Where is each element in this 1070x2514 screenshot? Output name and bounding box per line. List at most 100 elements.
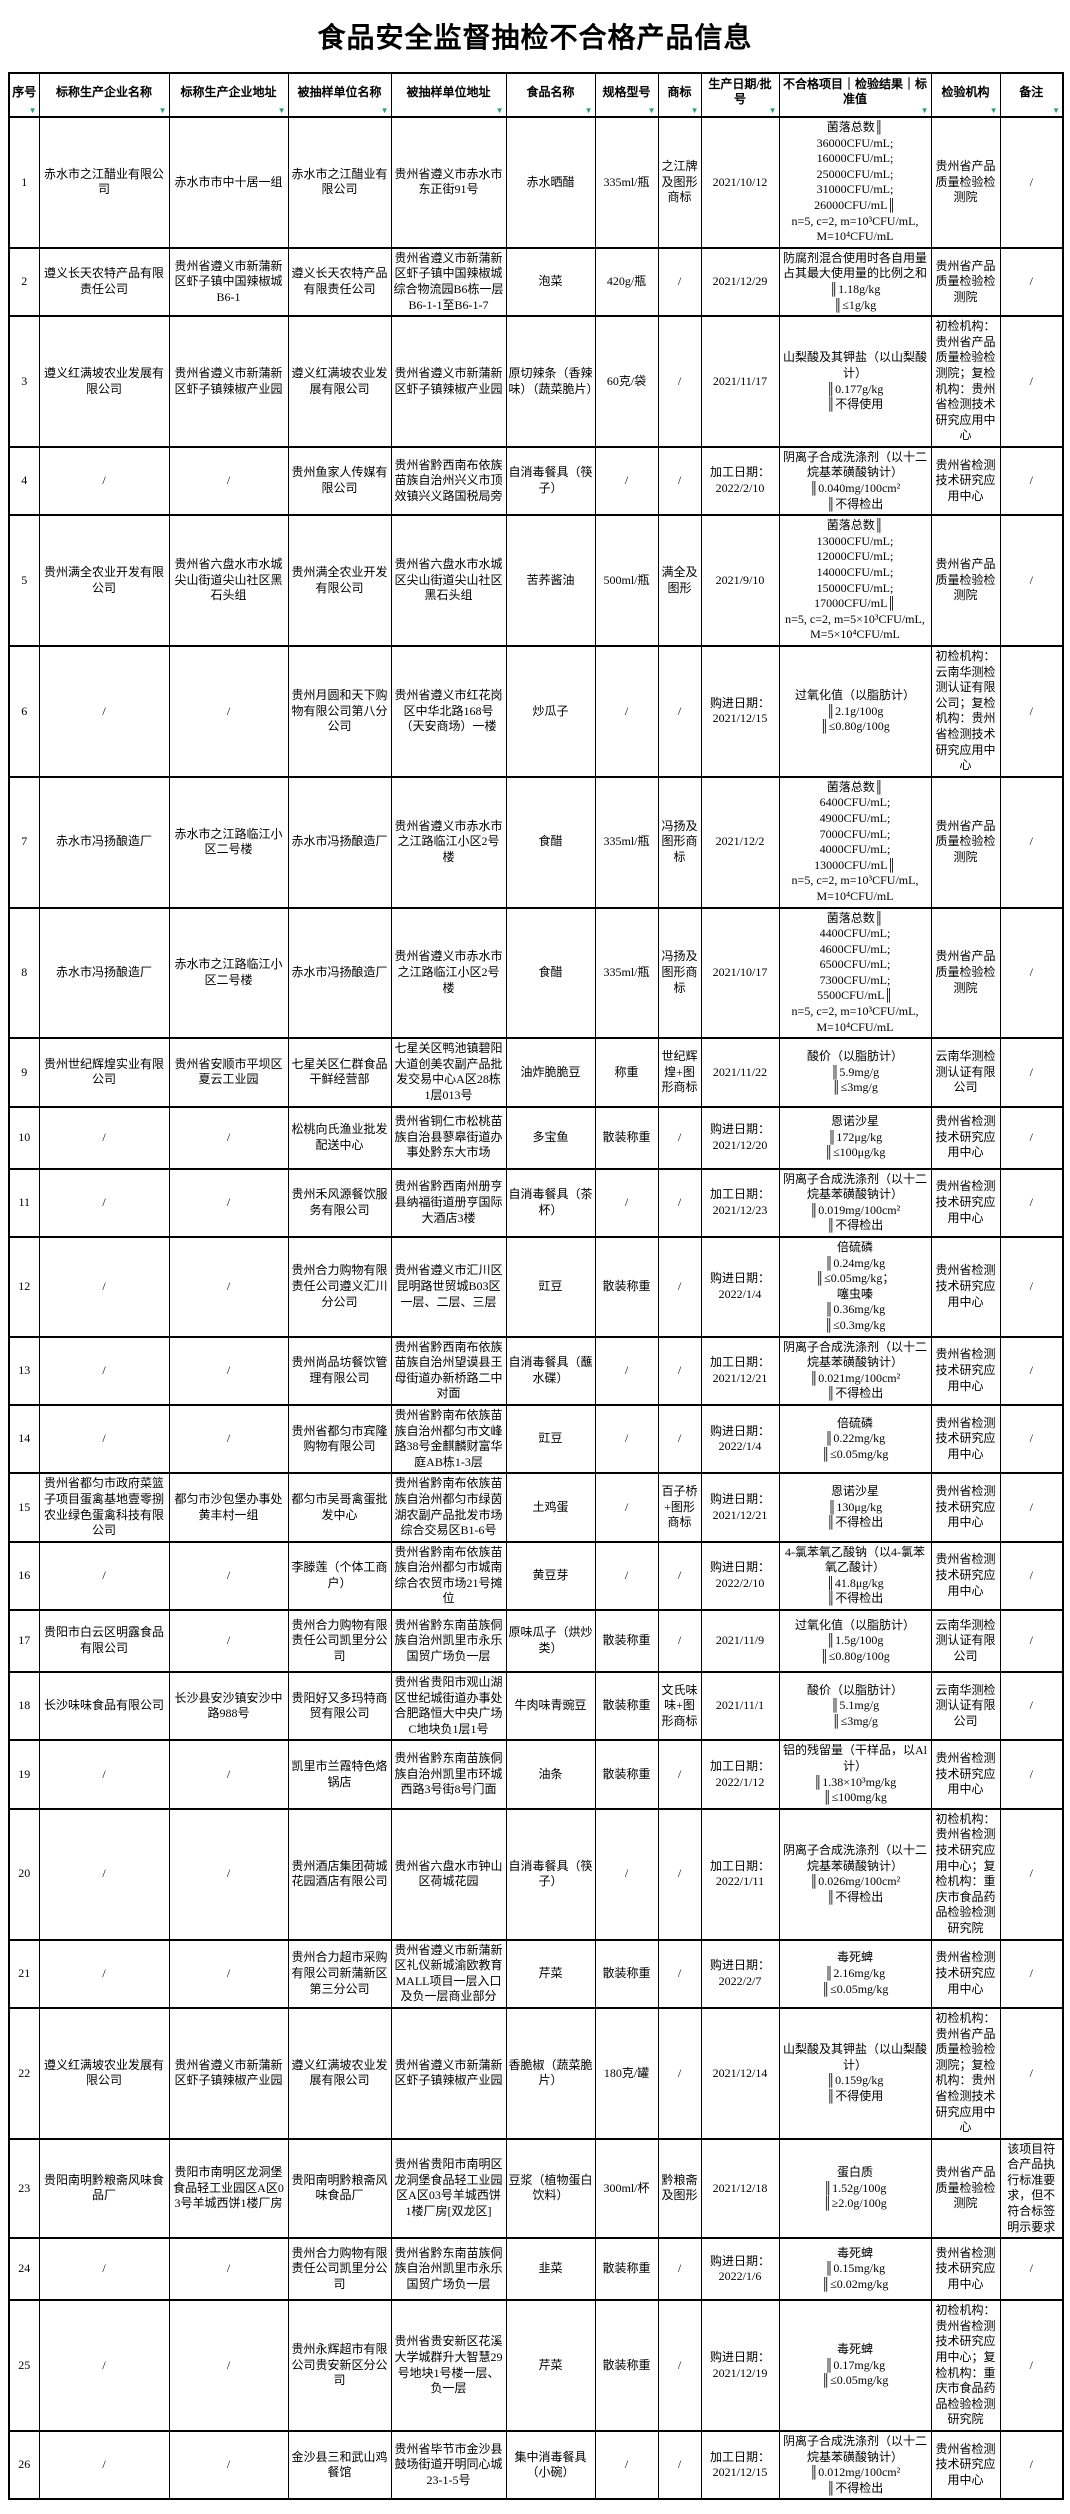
cell-index: 5 <box>8 514 40 647</box>
cell-producer-name: 长沙味味食品有限公司 <box>38 1671 170 1742</box>
cell-date-batch: 加工日期： 2021/12/23 <box>700 1167 780 1239</box>
cell-agency: 贵州省产品质量检验检测院 <box>930 906 1001 1040</box>
filter-dropdown-icon[interactable]: ▼ <box>920 106 929 115</box>
cell-producer-address: / <box>168 645 289 778</box>
cell-remark: / <box>999 1037 1064 1108</box>
cell-sampled-unit-address: 贵州省铜仁市松桃苗族自治县蓼皋街道办事处黔东大市场 <box>390 1105 507 1170</box>
cell-date-batch: 加工日期： 2022/1/12 <box>700 1739 780 1810</box>
cell-producer-name: 遵义长天农特产品有限责任公司 <box>38 246 170 318</box>
table-row: 18 长沙味味食品有限公司 长沙县安沙镇安沙中路988号 贵阳好又多玛特商贸有限公司贵… <box>8 1671 1064 1742</box>
filter-dropdown-icon[interactable]: ▼ <box>690 106 699 115</box>
filter-dropdown-icon[interactable]: ▼ <box>989 106 998 115</box>
cell-date-batch: 购进日期： 2021/12/20 <box>700 1105 780 1170</box>
cell-remark: 该项目符合产品执行标准要求，但不符合标签明示要求 <box>999 2137 1064 2240</box>
cell-remark: / <box>999 116 1064 249</box>
cell-producer-name: 赤水市冯扬酿造厂 <box>38 775 170 909</box>
cell-producer-name: 遵义红满坡农业发展有限公司 <box>38 315 170 448</box>
filter-dropdown-icon[interactable]: ▼ <box>1052 106 1060 115</box>
table-row: 23 贵阳南明黔粮斋风味食品厂 贵阳市南明区龙洞堡食品轻工业园区A区03号羊城西饼1… <box>8 2137 1064 2240</box>
table-row: 15 贵州省都匀市政府菜篮子项目蛋禽基地壹零捌农业绿色蛋禽科技有限公司 都匀市沙包堡… <box>8 1472 1064 1543</box>
cell-remark: / <box>999 445 1064 517</box>
cell-index: 3 <box>8 315 40 448</box>
cell-spec: / <box>594 2429 659 2501</box>
filter-dropdown-icon[interactable]: ▼ <box>768 106 777 115</box>
table-row: 5 贵州满全农业开发有限公司 贵州省六盘水市水城尖山街道尖山社区黑石头组 贵州满全农业… <box>8 514 1064 647</box>
cell-food-name: 芹菜 <box>505 1938 596 2009</box>
cell-trademark: / <box>657 1105 702 1170</box>
cell-index: 24 <box>8 2237 40 2302</box>
cell-sampled-unit-name: 贵州鱼家人传媒有限公司 <box>287 445 392 517</box>
cell-producer-name: 贵州世纪辉煌实业有限公司 <box>38 1037 170 1108</box>
filter-dropdown-icon[interactable]: ▼ <box>584 106 593 115</box>
cell-trademark: / <box>657 1167 702 1239</box>
col-header-label: 标称生产企业地址 <box>180 84 277 99</box>
table-row: 20// 贵州酒店集团荷城花园酒店有限公司 贵州省六盘水市钟山区荷城花园 自消毒餐具（… <box>8 1807 1064 1941</box>
table-row: 22 遵义红满坡农业发展有限公司 贵州省遵义市新蒲新区虾子镇辣椒产业园 遵义红满坡农业… <box>8 2006 1064 2140</box>
cell-spec: / <box>594 445 659 517</box>
cell-spec: 称重 <box>594 1037 659 1108</box>
cell-sampled-unit-address: 贵州省遵义市红花岗区中华北路168号（天安商场）一楼 <box>390 645 507 778</box>
filter-dropdown-icon[interactable]: ▼ <box>28 106 37 115</box>
table-row: 21// 贵州合力超市采购有限公司新蒲新区第三分公司 贵州省遵义市新蒲新区礼仪新城渝… <box>8 1938 1064 2009</box>
table-row: 13// 贵州尚品坊餐饮管理有限公司 贵州省黔西南布依族苗族自治州望谟县王母街道办新… <box>8 1335 1064 1406</box>
filter-dropdown-icon[interactable]: ▼ <box>495 106 504 115</box>
cell-producer-address: 贵州省遵义市新蒲新区虾子镇辣椒产业园 <box>168 315 289 448</box>
table-row: 25// 贵州永辉超市有限公司贵安新区分公司 贵州省贵安新区花溪大学城群升大智慧29… <box>8 2299 1064 2432</box>
cell-producer-address: / <box>168 1540 289 1612</box>
cell-food-name: 自消毒餐具（茶杯） <box>505 1167 596 1239</box>
cell-date-batch: 购进日期： 2022/1/4 <box>700 1403 780 1475</box>
cell-index: 23 <box>8 2137 40 2240</box>
cell-producer-name: 贵阳南明黔粮斋风味食品厂 <box>38 2137 170 2240</box>
cell-failed-item: 防腐剂混合使用时各自用量占其最大使用量的比例之和 ║1.18g/kg ║≤1g/… <box>778 246 932 318</box>
cell-date-batch: 2021/11/22 <box>700 1037 780 1108</box>
table-row: 24// 贵州合力购物有限责任公司凯里分公司 贵州省黔东南苗族侗族自治州凯里市永乐国… <box>8 2237 1064 2302</box>
cell-trademark: / <box>657 1403 702 1475</box>
cell-failed-item: 阴离子合成洗涤剂（以十二烷基苯磺酸钠计） ║0.026mg/100cm² ║不得… <box>778 1807 932 1941</box>
cell-sampled-unit-address: 贵州省遵义市汇川区昆明路世贸城B03区一层、二层、三层 <box>390 1236 507 1338</box>
inspection-table: 序号 ▼ 标称生产企业名称 ▼ 标称生产企业地址 ▼ 被抽样单位名称 ▼ 被抽样单位地址… <box>8 72 1064 2501</box>
cell-producer-address: / <box>168 1609 289 1674</box>
cell-sampled-unit-address: 贵州省黔西南布依族苗族自治州兴义市顶效镇兴义路国税局旁 <box>390 445 507 517</box>
cell-remark: / <box>999 1609 1064 1674</box>
filter-dropdown-icon[interactable]: ▼ <box>277 106 286 115</box>
filter-dropdown-icon[interactable]: ▼ <box>380 106 389 115</box>
cell-index: 9 <box>8 1037 40 1108</box>
col-header-label: 食品名称 <box>526 84 575 99</box>
cell-sampled-unit-name: 赤水市冯扬酿造厂 <box>287 775 392 909</box>
cell-food-name: 香脆椒（蔬菜脆片） <box>505 2006 596 2140</box>
cell-spec: 散装称重 <box>594 2299 659 2432</box>
cell-sampled-unit-name: 赤水市冯扬酿造厂 <box>287 906 392 1040</box>
cell-spec: 散装称重 <box>594 2237 659 2302</box>
cell-failed-item: 酸价（以脂肪计） ║5.9mg/g ║≤3mg/g <box>778 1037 932 1108</box>
cell-agency: 云南华测检测认证有限公司 <box>930 1671 1001 1742</box>
cell-failed-item: 蛋白质 ║1.52g/100g ║≥2.0g/100g <box>778 2137 932 2240</box>
cell-failed-item: 阴离子合成洗涤剂（以十二烷基苯磺酸钠计） ║0.012mg/100cm² ║不得… <box>778 2429 932 2501</box>
cell-producer-name: / <box>38 1105 170 1170</box>
cell-failed-item: 菌落总数║ 4400CFU/mL; 4600CFU/mL; 6500CFU/mL… <box>778 906 932 1040</box>
filter-dropdown-icon[interactable]: ▼ <box>647 106 656 115</box>
cell-trademark: / <box>657 445 702 517</box>
cell-spec: / <box>594 1472 659 1543</box>
cell-date-batch: 2021/9/10 <box>700 514 780 647</box>
cell-spec: / <box>594 645 659 778</box>
filter-dropdown-icon[interactable]: ▼ <box>158 106 167 115</box>
cell-agency: 贵州省检测技术研究应用中心 <box>930 1540 1001 1612</box>
cell-producer-address: 赤水市市中十居一组 <box>168 116 289 249</box>
cell-food-name: 豇豆 <box>505 1236 596 1338</box>
cell-sampled-unit-name: 遵义红满坡农业发展有限公司 <box>287 2006 392 2140</box>
cell-failed-item: 菌落总数║ 13000CFU/mL; 12000CFU/mL; 14000CFU… <box>778 514 932 647</box>
cell-spec: 500ml/瓶 <box>594 514 659 647</box>
cell-producer-name: 贵州满全农业开发有限公司 <box>38 514 170 647</box>
cell-date-batch: 2021/10/17 <box>700 906 780 1040</box>
cell-remark: / <box>999 1472 1064 1543</box>
cell-date-batch: 2021/12/14 <box>700 2006 780 2140</box>
cell-sampled-unit-name: 贵州尚品坊餐饮管理有限公司 <box>287 1335 392 1406</box>
cell-producer-address: 赤水市之江路临江小区二号楼 <box>168 906 289 1040</box>
cell-remark: / <box>999 246 1064 318</box>
cell-index: 21 <box>8 1938 40 2009</box>
cell-trademark: / <box>657 645 702 778</box>
cell-sampled-unit-name: 七星关区仁群食品干鲜经营部 <box>287 1037 392 1108</box>
cell-sampled-unit-address: 贵州省遵义市赤水市之江路临江小区2号楼 <box>390 906 507 1040</box>
cell-date-batch: 购进日期： 2022/2/7 <box>700 1938 780 2009</box>
cell-food-name: 自消毒餐具（蘸水碟） <box>505 1335 596 1406</box>
